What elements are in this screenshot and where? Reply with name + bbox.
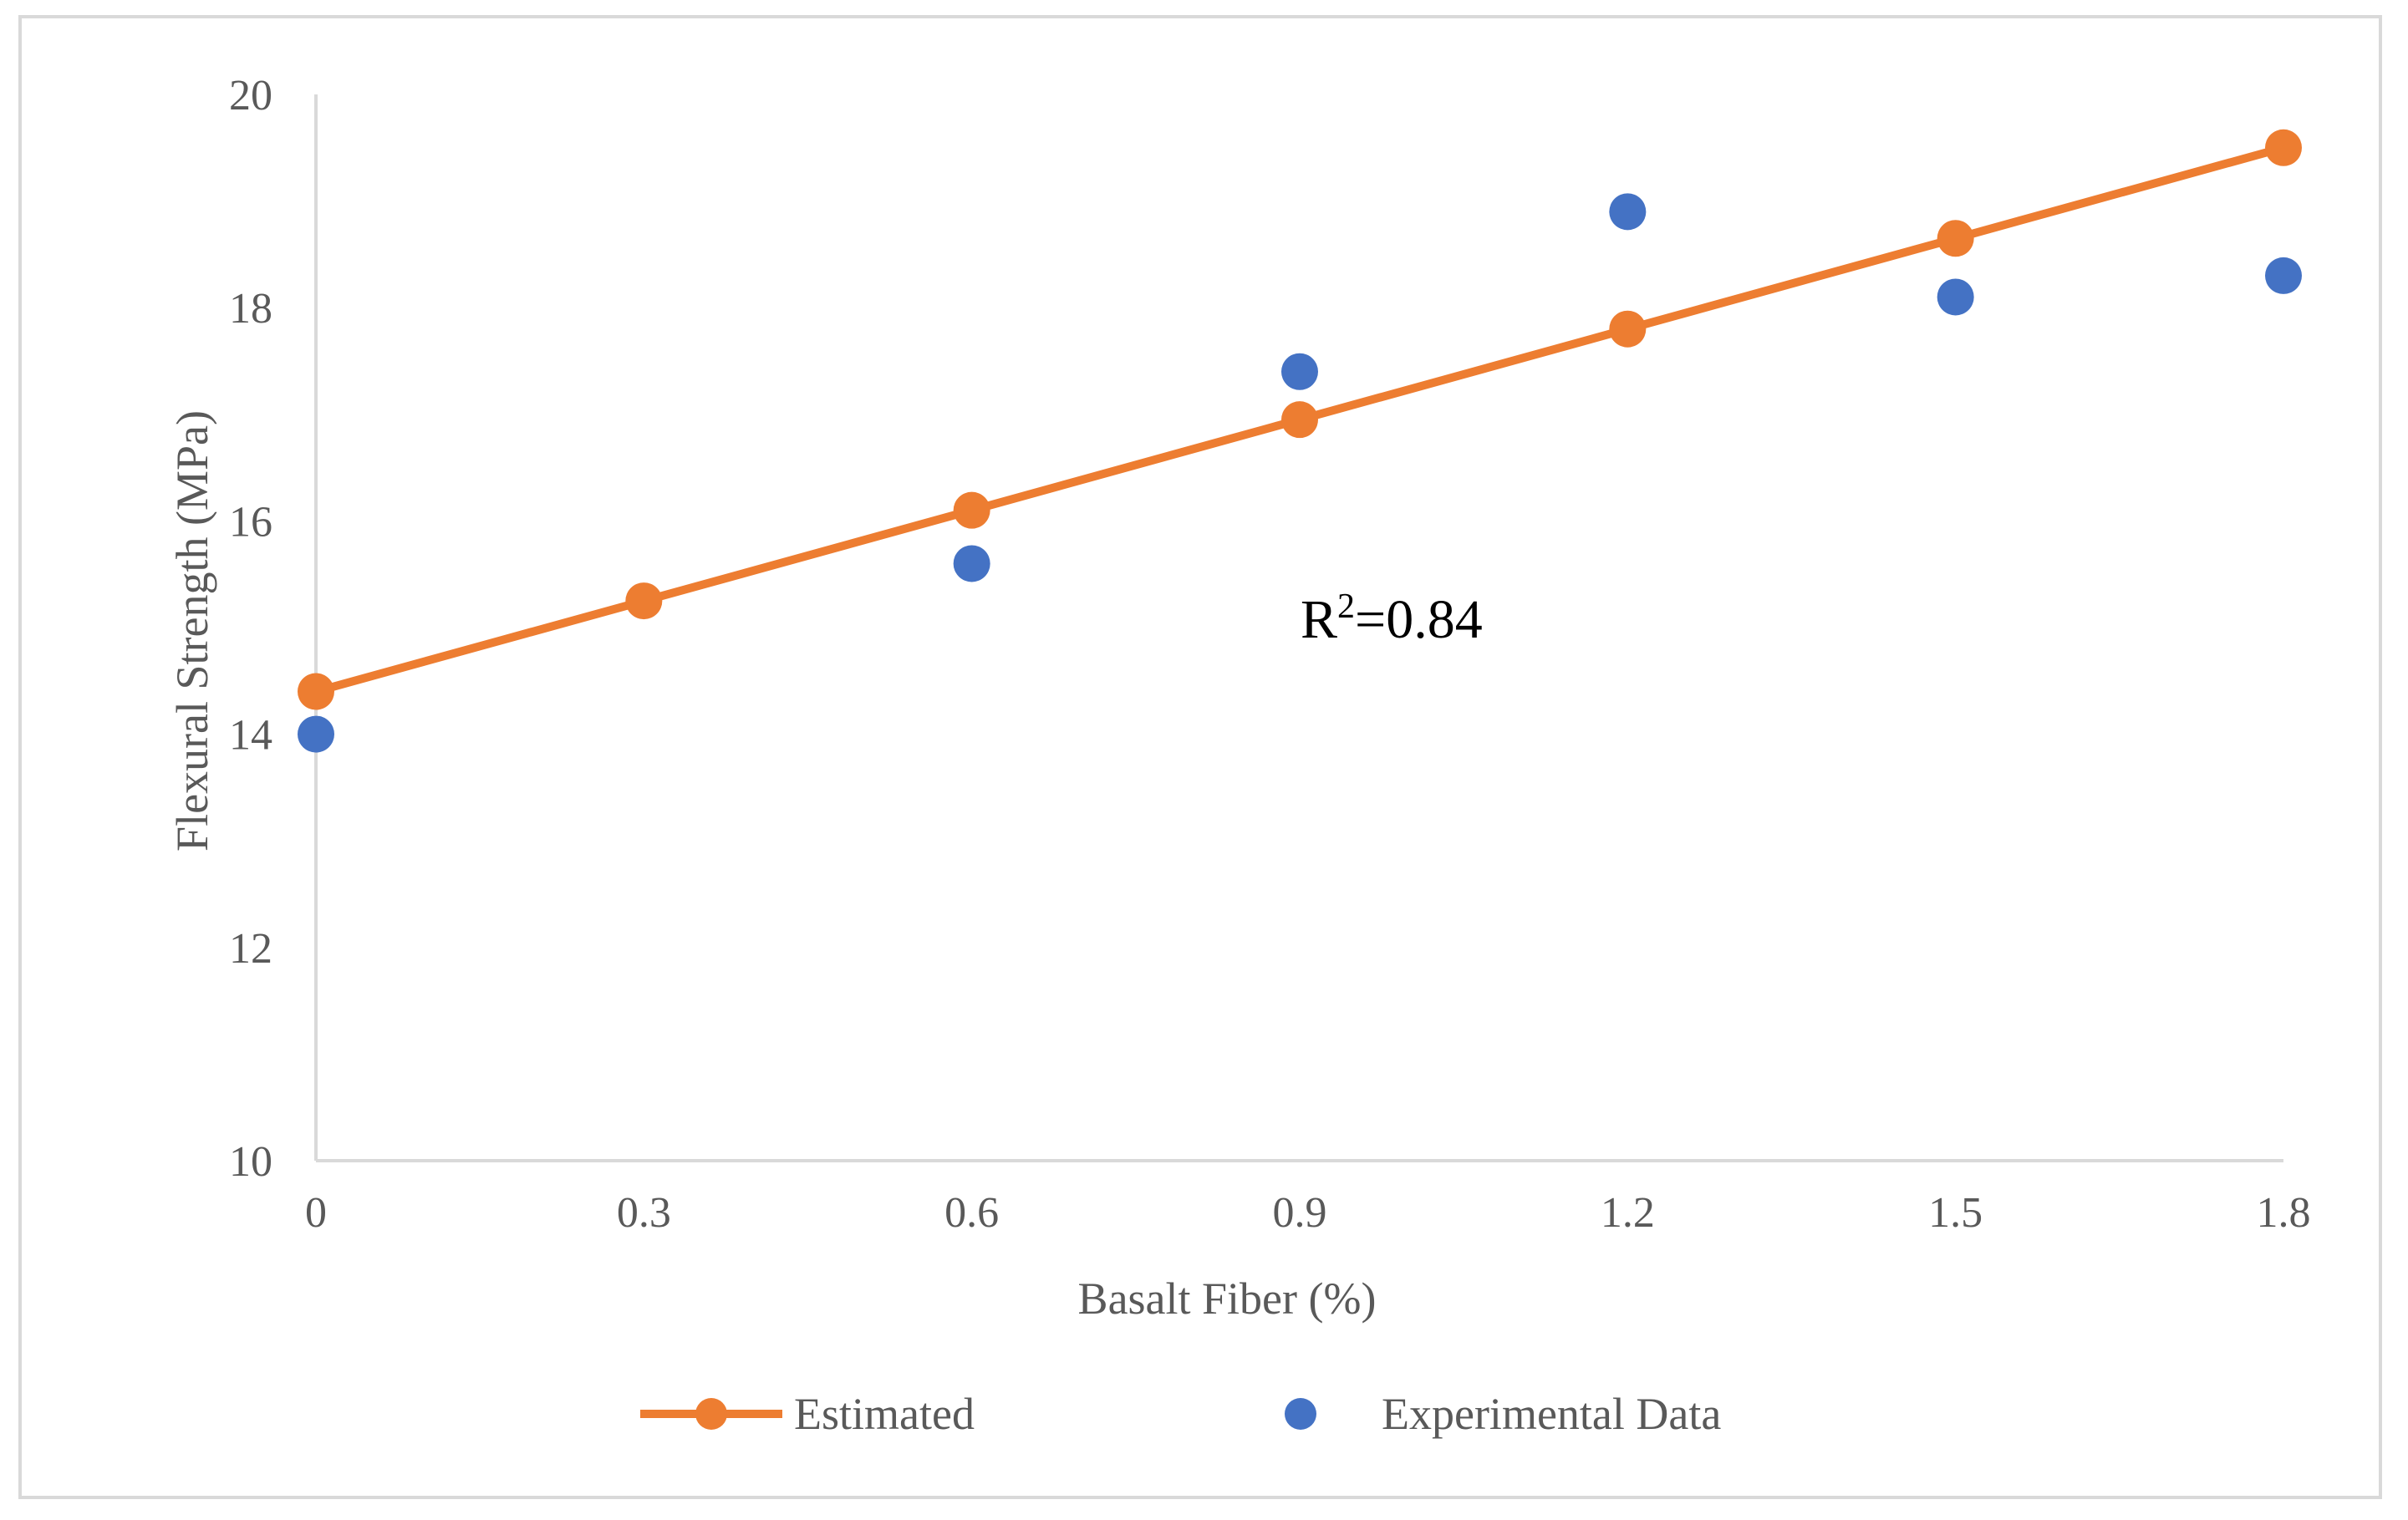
experimental-point — [953, 545, 990, 582]
series-experimental — [298, 193, 2302, 753]
experimental-point — [2265, 257, 2302, 294]
flexural-strength-chart: 10 12 14 16 18 20 0 0.3 0.6 0.9 1.2 1.5 1.8 Flexura… — [167, 72, 2311, 1439]
estimated-point — [953, 491, 990, 529]
y-tick-label: 16 — [229, 498, 272, 546]
x-tick-label: 0 — [305, 1189, 327, 1237]
y-tick-label: 20 — [229, 72, 272, 119]
experimental-point — [1937, 278, 1974, 316]
legend-estimated-label: Estimated — [794, 1389, 975, 1439]
y-tick-labels: 10 12 14 16 18 20 — [229, 72, 272, 1186]
estimated-point — [1609, 310, 1647, 348]
x-tick-labels: 0 0.3 0.6 0.9 1.2 1.5 1.8 — [305, 1189, 2311, 1237]
y-axis-title: Flexural Strength (MPa) — [167, 410, 217, 852]
r-squared-base: R — [1301, 589, 1337, 650]
chart-frame: 10 12 14 16 18 20 0 0.3 0.6 0.9 1.2 1.5 1.8 Flexura… — [18, 15, 2382, 1499]
y-tick-label: 14 — [229, 712, 272, 760]
experimental-point — [1609, 193, 1647, 231]
y-tick-label: 12 — [229, 925, 272, 973]
legend-experimental-marker — [1285, 1398, 1316, 1430]
x-tick-label: 0.9 — [1273, 1189, 1327, 1237]
x-tick-label: 0.3 — [617, 1189, 671, 1237]
estimated-point — [2265, 129, 2302, 166]
x-tick-label: 1.8 — [2257, 1189, 2311, 1237]
r-squared-sup: 2 — [1337, 587, 1355, 626]
r-squared-annotation: R2=0.84 — [1301, 587, 1483, 650]
experimental-point — [1281, 353, 1318, 390]
x-tick-label: 0.6 — [944, 1189, 999, 1237]
axes — [314, 94, 2283, 1162]
estimated-point — [298, 673, 334, 710]
estimated-point — [1937, 220, 1974, 257]
series-estimated — [298, 129, 2302, 710]
x-tick-label: 1.2 — [1601, 1189, 1655, 1237]
x-tick-label: 1.5 — [1928, 1189, 1983, 1237]
legend-experimental-label: Experimental Data — [1382, 1389, 1721, 1439]
legend-estimated-marker — [695, 1398, 727, 1430]
x-axis-title: Basalt Fiber (%) — [1078, 1273, 1377, 1324]
legend: Estimated Experimental Data — [640, 1389, 1721, 1439]
estimated-point — [1281, 401, 1318, 439]
experimental-point — [298, 715, 334, 753]
r-squared-value: =0.84 — [1355, 589, 1483, 650]
estimated-point — [625, 582, 663, 620]
y-tick-label: 10 — [229, 1138, 272, 1186]
y-tick-label: 18 — [229, 285, 272, 333]
